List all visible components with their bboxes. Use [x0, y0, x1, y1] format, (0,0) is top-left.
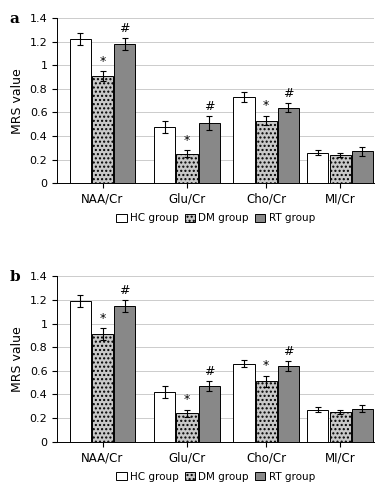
- Bar: [278, 366, 299, 442]
- Text: #: #: [283, 87, 294, 100]
- Bar: [330, 412, 351, 442]
- Bar: [307, 410, 328, 442]
- Legend: HC group, DM group, RT group: HC group, DM group, RT group: [112, 468, 319, 486]
- Bar: [176, 414, 198, 442]
- Text: *: *: [184, 134, 190, 146]
- Legend: HC group, DM group, RT group: HC group, DM group, RT group: [112, 210, 319, 228]
- Text: #: #: [283, 346, 294, 358]
- Bar: [352, 408, 373, 442]
- Bar: [114, 306, 135, 442]
- Bar: [307, 152, 328, 184]
- Y-axis label: MRS value: MRS value: [11, 326, 24, 392]
- Bar: [92, 76, 113, 184]
- Text: #: #: [204, 100, 214, 113]
- Bar: [352, 152, 373, 184]
- Bar: [114, 44, 135, 184]
- Bar: [176, 154, 198, 184]
- Bar: [330, 155, 351, 184]
- Bar: [199, 123, 220, 184]
- Bar: [154, 126, 176, 184]
- Text: b: b: [10, 270, 20, 284]
- Bar: [256, 120, 277, 184]
- Text: #: #: [119, 22, 130, 35]
- Bar: [70, 301, 91, 442]
- Bar: [233, 364, 254, 442]
- Text: *: *: [184, 393, 190, 406]
- Bar: [256, 382, 277, 442]
- Bar: [278, 108, 299, 184]
- Text: a: a: [10, 12, 20, 26]
- Text: #: #: [119, 284, 130, 297]
- Text: *: *: [99, 54, 105, 68]
- Text: *: *: [99, 312, 105, 325]
- Bar: [233, 97, 254, 184]
- Text: #: #: [204, 366, 214, 378]
- Bar: [92, 334, 113, 442]
- Y-axis label: MRS value: MRS value: [11, 68, 24, 134]
- Bar: [154, 392, 176, 442]
- Text: *: *: [263, 359, 270, 372]
- Bar: [70, 40, 91, 184]
- Text: *: *: [263, 100, 270, 112]
- Bar: [199, 386, 220, 442]
